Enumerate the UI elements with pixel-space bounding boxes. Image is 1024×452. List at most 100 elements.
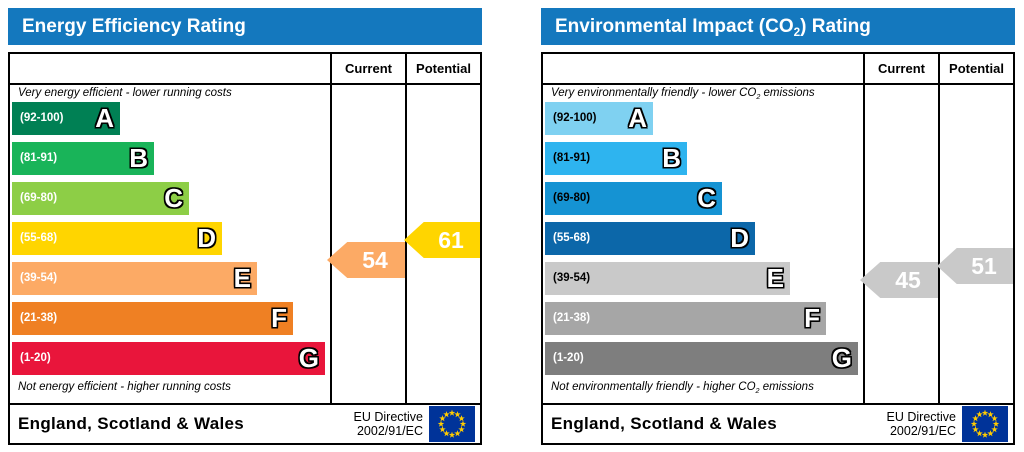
environmental-impact-panel: Environmental Impact (CO2) Rating Curren… xyxy=(541,8,1015,445)
band-letter: D xyxy=(730,223,749,253)
band-letter: F xyxy=(271,303,287,333)
band-bar-g: (1-20) G xyxy=(545,342,858,375)
band-bar-b: (81-91) B xyxy=(545,142,687,175)
band-bar-c: (69-80) C xyxy=(545,182,722,215)
band-bar-f: (21-38) F xyxy=(12,302,293,335)
band-letter: A xyxy=(628,103,647,133)
co2-rating-table: Current Potential Very environmentally f… xyxy=(541,52,1015,445)
column-divider xyxy=(405,54,407,403)
region-label: England, Scotland & Wales xyxy=(551,414,778,433)
band-letter: D xyxy=(197,223,216,253)
eu-directive-line1: EU Directive xyxy=(886,409,956,424)
potential-column-header: Potential xyxy=(949,61,1004,76)
band-letter: F xyxy=(804,303,820,333)
eu-flag-icon xyxy=(962,406,1008,442)
potential-rating-arrow: 51 xyxy=(937,248,1013,284)
band-row-e: (39-54) E xyxy=(545,262,790,295)
potential-rating-arrow: 61 xyxy=(404,222,480,258)
eu-directive-line1: EU Directive xyxy=(353,409,423,424)
band-row-g: (1-20) G xyxy=(545,342,858,375)
band-bar-a: (92-100) A xyxy=(545,102,653,135)
band-letter: C xyxy=(697,183,716,213)
current-column-header: Current xyxy=(878,61,925,76)
band-range-label: (39-54) xyxy=(553,272,591,284)
band-bar-d: (55-68) D xyxy=(545,222,755,255)
energy-efficiency-panel: Energy Efficiency Rating Current Potenti… xyxy=(8,8,482,445)
current-rating-arrow: 54 xyxy=(327,242,405,278)
top-note: Very environmentally friendly - lower CO… xyxy=(551,87,815,101)
band-bar-a: (92-100) A xyxy=(12,102,120,135)
band-row-a: (92-100) A xyxy=(545,102,653,135)
co2-panel-title: Environmental Impact (CO2) Rating xyxy=(555,16,871,40)
band-bar-g: (1-20) G xyxy=(12,342,325,375)
eu-directive-line2: 2002/91/EC xyxy=(889,424,956,438)
band-range-label: (55-68) xyxy=(553,232,591,244)
band-row-e: (39-54) E xyxy=(12,262,257,295)
band-row-b: (81-91) B xyxy=(12,142,154,175)
column-divider xyxy=(330,54,332,403)
current-rating-arrow: 45 xyxy=(860,262,938,298)
energy-panel-title: Energy Efficiency Rating xyxy=(22,16,246,37)
band-bar-d: (55-68) D xyxy=(12,222,222,255)
co2-subscript: 2 xyxy=(793,26,801,40)
top-note: Very energy efficient - lower running co… xyxy=(18,87,232,99)
band-bar-c: (69-80) C xyxy=(12,182,189,215)
band-row-c: (69-80) C xyxy=(545,182,722,215)
bottom-note: Not environmentally friendly - higher CO… xyxy=(551,381,814,395)
eu-directive-line2: 2002/91/EC xyxy=(356,424,423,438)
band-row-f: (21-38) F xyxy=(545,302,826,335)
table-footer: England, Scotland & Wales EU Directive 2… xyxy=(543,403,1013,443)
band-range-label: (21-38) xyxy=(553,312,591,324)
current-column-header: Current xyxy=(345,61,392,76)
band-letter: B xyxy=(129,143,148,173)
bottom-note: Not energy efficient - higher running co… xyxy=(18,381,231,393)
band-bar-e: (39-54) E xyxy=(12,262,257,295)
co2-panel-title-bar: Environmental Impact (CO2) Rating xyxy=(541,8,1015,45)
table-footer: England, Scotland & Wales EU Directive 2… xyxy=(10,403,480,443)
header-row-divider xyxy=(10,83,480,85)
eu-directive-label: EU Directive 2002/91/EC xyxy=(887,410,956,439)
band-letter: C xyxy=(164,183,183,213)
band-letter: A xyxy=(95,103,114,133)
band-range-label: (39-54) xyxy=(20,272,58,284)
band-row-f: (21-38) F xyxy=(12,302,293,335)
band-letter: G xyxy=(298,343,319,373)
column-divider xyxy=(938,54,940,403)
band-bar-b: (81-91) B xyxy=(12,142,154,175)
band-letter: E xyxy=(766,263,784,293)
eu-flag-icon xyxy=(429,406,475,442)
band-row-g: (1-20) G xyxy=(12,342,325,375)
co2-subscript: 2 xyxy=(755,386,760,395)
band-bar-e: (39-54) E xyxy=(545,262,790,295)
band-range-label: (55-68) xyxy=(20,232,58,244)
band-range-label: (69-80) xyxy=(553,192,591,204)
energy-rating-table: Current Potential Very energy efficient … xyxy=(8,52,482,445)
header-row-divider xyxy=(543,83,1013,85)
band-row-d: (55-68) D xyxy=(545,222,755,255)
band-range-label: (92-100) xyxy=(20,112,64,124)
band-letter: G xyxy=(831,343,852,373)
band-letter: B xyxy=(662,143,681,173)
band-row-b: (81-91) B xyxy=(545,142,687,175)
eu-directive-label: EU Directive 2002/91/EC xyxy=(354,410,423,439)
band-bar-f: (21-38) F xyxy=(545,302,826,335)
band-row-a: (92-100) A xyxy=(12,102,120,135)
band-row-c: (69-80) C xyxy=(12,182,189,215)
potential-column-header: Potential xyxy=(416,61,471,76)
band-row-d: (55-68) D xyxy=(12,222,222,255)
energy-panel-title-bar: Energy Efficiency Rating xyxy=(8,8,482,45)
band-range-label: (69-80) xyxy=(20,192,58,204)
band-range-label: (1-20) xyxy=(20,352,51,364)
band-range-label: (81-91) xyxy=(20,152,58,164)
eu-flag-stars xyxy=(970,409,1000,438)
band-range-label: (21-38) xyxy=(20,312,58,324)
band-range-label: (81-91) xyxy=(553,152,591,164)
band-letter: E xyxy=(233,263,251,293)
column-divider xyxy=(863,54,865,403)
co2-subscript: 2 xyxy=(756,92,761,101)
band-range-label: (1-20) xyxy=(553,352,584,364)
eu-flag-stars xyxy=(437,409,467,438)
region-label: England, Scotland & Wales xyxy=(18,414,245,433)
band-range-label: (92-100) xyxy=(553,112,597,124)
